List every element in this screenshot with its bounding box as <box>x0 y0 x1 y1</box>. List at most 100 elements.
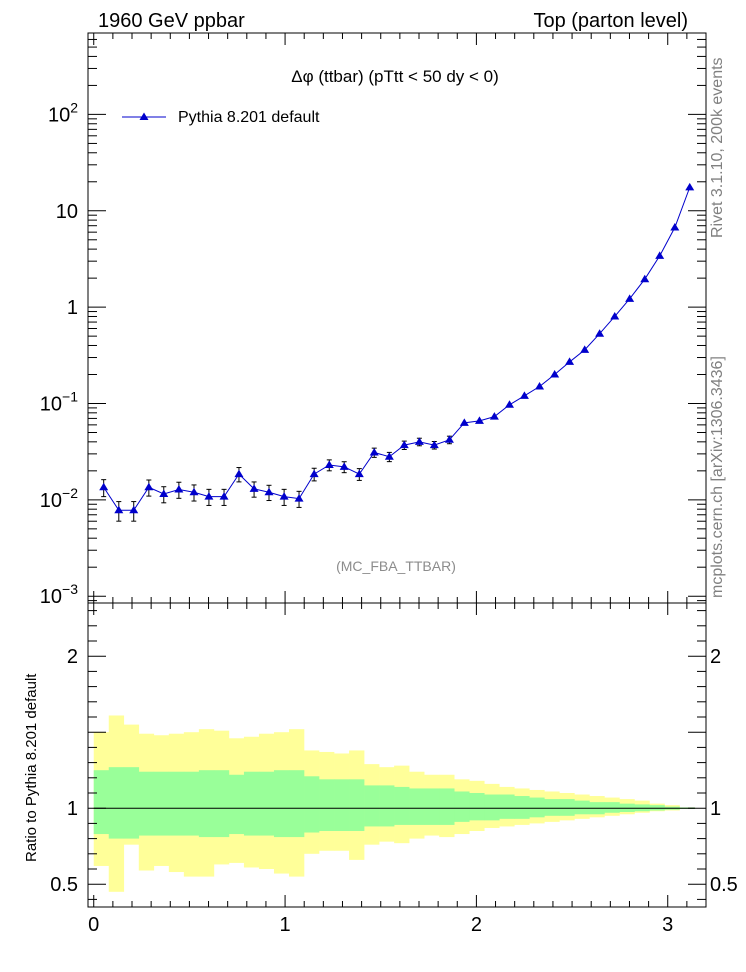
mcplots-reference-label: mcplots.cern.ch [arXiv:1306.3436] <box>709 356 726 598</box>
main-y-tick-label: 1 <box>67 297 78 319</box>
ratio-x-ticks <box>93 603 707 907</box>
ratio-inner-band <box>559 799 575 816</box>
ratio-inner-band <box>243 771 260 836</box>
mc-data-point <box>595 329 605 337</box>
mc-data-point <box>234 469 244 478</box>
main-y-tick-label: 10−1 <box>40 388 78 415</box>
x-tick-labels: 0 1 2 3 <box>88 914 673 936</box>
mc-data-point <box>429 440 439 449</box>
mc-data-point <box>535 382 545 390</box>
ratio-inner-band <box>319 779 335 831</box>
ratio-inner-band <box>93 770 110 835</box>
mc-data-point <box>354 469 364 478</box>
main-y-tick-label: 10−2 <box>40 485 78 512</box>
plot-title: Δφ (ttbar) (pTtt < 50 dy < 0) <box>291 67 499 86</box>
ratio-inner-band <box>529 797 545 818</box>
main-x-ticks <box>93 33 707 603</box>
mc-data-point <box>144 482 154 491</box>
ratio-inner-band <box>213 770 230 838</box>
ratio-inner-band <box>273 770 290 838</box>
mc-data-point <box>324 460 334 468</box>
ratio-inner-band <box>168 771 185 836</box>
mc-data-point <box>114 505 124 514</box>
ratio-uncertainty-bands <box>93 715 696 892</box>
ratio-y-tick-label-right: 1 <box>710 798 721 820</box>
mc-data-point <box>309 469 319 478</box>
legend-triangle-marker <box>139 112 149 120</box>
mc-data-point <box>219 492 229 500</box>
mc-data-point <box>459 418 469 426</box>
process-label: Top (parton level) <box>533 10 688 32</box>
mc-data-point <box>565 357 575 365</box>
mc-data-point <box>264 487 274 496</box>
ratio-inner-band <box>334 779 350 831</box>
ratio-inner-band <box>604 802 620 813</box>
ratio-y-tick-label-right: 0.5 <box>710 874 738 896</box>
mc-data-point <box>444 435 454 443</box>
mc-data-point <box>189 487 199 496</box>
mc-data-point <box>685 182 695 191</box>
ratio-y-ticks <box>88 610 706 900</box>
mc-series <box>99 182 695 522</box>
mc-data-point <box>655 251 665 259</box>
x-tick-label: 2 <box>471 914 482 936</box>
ratio-inner-band <box>514 796 530 819</box>
ratio-inner-band <box>258 771 275 836</box>
mc-data-point <box>519 391 529 399</box>
collider-energy-label: 1960 GeV ppbar <box>98 10 245 32</box>
mc-data-point <box>625 294 635 302</box>
mc-data-point <box>384 452 394 460</box>
ratio-inner-band <box>424 788 440 825</box>
rivet-version-label: Rivet 3.1.10, 200k events <box>709 57 726 238</box>
mc-data-point <box>670 223 680 231</box>
x-tick-label: 1 <box>280 914 291 936</box>
ratio-inner-band <box>364 785 380 827</box>
mc-data-point <box>474 416 484 424</box>
mc-data-point <box>640 274 650 283</box>
ratio-plot-panel: 0.5 0.5 1 1 2 2 0 1 2 3 Ratio to Pythia 8.201 de… <box>23 602 738 936</box>
main-plot-panel: 10−3 10−2 10−1 1 10 102 Δφ (ttbar) (pTtt < 50… <box>40 32 707 608</box>
mc-data-point <box>204 492 214 500</box>
mc-data-point <box>610 311 620 320</box>
ratio-inner-band <box>183 771 200 836</box>
mc-data-point <box>550 369 560 378</box>
mc-data-point <box>339 462 349 470</box>
ratio-inner-band <box>153 771 170 836</box>
mc-data-point <box>399 440 409 449</box>
ratio-y-tick-labels: 0.5 0.5 1 1 2 2 <box>50 646 738 896</box>
ratio-inner-band <box>304 776 320 833</box>
ratio-inner-band <box>544 799 560 816</box>
mc-data-point <box>294 494 304 502</box>
ratio-inner-band <box>288 770 305 838</box>
mc-data-point <box>159 489 169 497</box>
mc-data-point <box>580 345 590 353</box>
ratio-plot-frame <box>87 602 707 908</box>
mc-data-point <box>505 400 515 408</box>
main-y-tick-label: 10−3 <box>40 581 78 608</box>
ratio-inner-band <box>574 800 590 815</box>
mc-series-line <box>103 187 691 511</box>
ratio-inner-band <box>439 788 455 825</box>
main-y-ticks <box>88 32 706 602</box>
mc-data-point <box>174 485 184 493</box>
main-y-tick-labels: 10−3 10−2 10−1 1 10 102 <box>40 99 78 608</box>
mc-data-point <box>279 492 289 500</box>
x-tick-label: 0 <box>88 914 99 936</box>
legend: Pythia 8.201 default <box>122 109 320 126</box>
ratio-y-tick-label-right: 2 <box>710 646 721 668</box>
ratio-y-tick-label-left: 2 <box>67 646 78 668</box>
ratio-inner-band <box>138 771 155 836</box>
mc-data-point <box>249 484 259 492</box>
mc-data-point <box>99 482 109 491</box>
analysis-id-label: (MC_FBA_TTBAR) <box>336 558 456 574</box>
mc-data-point <box>129 505 139 514</box>
ratio-inner-band <box>499 794 515 819</box>
ratio-inner-band <box>228 774 245 835</box>
main-y-tick-label: 10 <box>56 201 78 223</box>
ratio-inner-band <box>469 793 485 821</box>
mc-data-point <box>489 412 499 420</box>
ratio-inner-band <box>484 794 500 821</box>
legend-label: Pythia 8.201 default <box>178 109 320 126</box>
x-tick-label: 3 <box>662 914 673 936</box>
